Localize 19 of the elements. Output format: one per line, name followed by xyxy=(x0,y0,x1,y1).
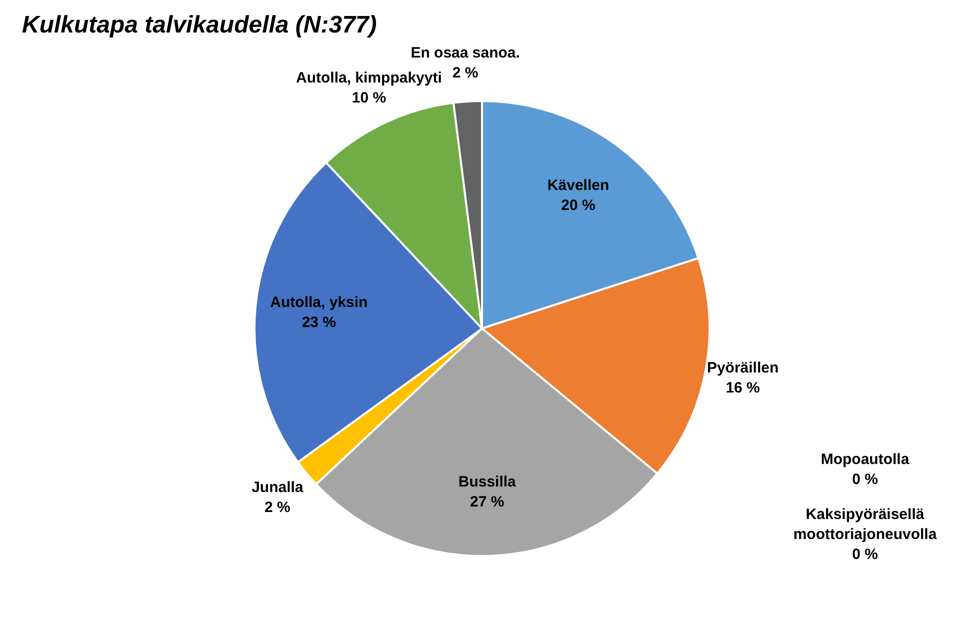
slice-label: Kävellen xyxy=(547,177,610,194)
chart-title: Kulkutapa talvikaudella (N:377) xyxy=(22,12,377,39)
category-label: Kaksipyöräisellä moottoriajoneuvolla xyxy=(793,506,937,544)
text: 0 % xyxy=(852,471,878,488)
slice-label: Bussilla xyxy=(458,473,517,490)
data-label: 27 % xyxy=(470,493,504,510)
data-label: 20 % xyxy=(561,197,596,214)
slice-label: Autolla, yksin xyxy=(270,294,368,312)
slice-label: Junalla xyxy=(252,478,304,496)
category-label: Mopoautolla xyxy=(820,451,910,468)
data-label: 10 % xyxy=(352,89,386,106)
data-label: 2 % xyxy=(452,64,478,82)
data-label: 16 % xyxy=(726,379,760,396)
slice-label: Autolla, kimppakyyti xyxy=(296,69,442,86)
data-label: 2 % xyxy=(264,498,290,516)
text: 0 % xyxy=(852,546,878,564)
slice-label: En osaa sanoa. xyxy=(410,44,520,62)
slice-label: Pyöräillen xyxy=(706,359,779,376)
data-label: 23 % xyxy=(302,314,336,332)
